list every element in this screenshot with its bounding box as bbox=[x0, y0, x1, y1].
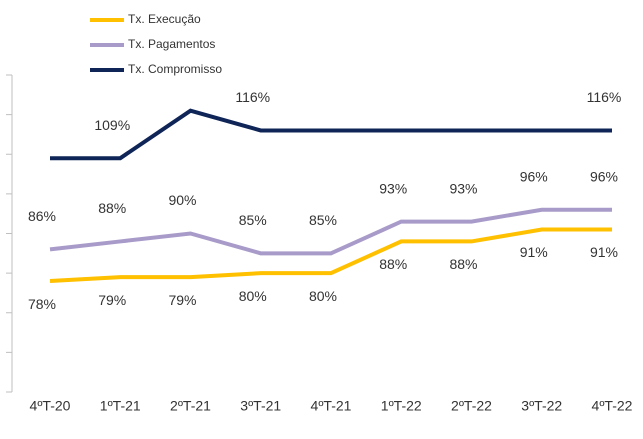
legend-label: Tx. Execução bbox=[128, 12, 201, 26]
data-label: 79% bbox=[168, 292, 196, 308]
data-label: 80% bbox=[309, 288, 337, 304]
data-label: 96% bbox=[590, 168, 618, 184]
x-tick-label: 2ºT-22 bbox=[451, 398, 492, 414]
data-label: 79% bbox=[98, 292, 126, 308]
data-label: 93% bbox=[379, 180, 407, 196]
x-tick-label: 4ºT-20 bbox=[30, 398, 71, 414]
data-label: 88% bbox=[449, 256, 477, 272]
series-line bbox=[49, 227, 612, 284]
x-tick-label: 4ºT-22 bbox=[592, 398, 633, 414]
x-tick-label: 2ºT-21 bbox=[170, 398, 211, 414]
x-tick-label: 3ºT-22 bbox=[521, 398, 562, 414]
data-label: 88% bbox=[98, 200, 126, 216]
data-label: 90% bbox=[168, 192, 196, 208]
data-label: 88% bbox=[379, 256, 407, 272]
legend-label: Tx. Compromisso bbox=[128, 62, 222, 76]
data-label: 91% bbox=[590, 244, 618, 260]
data-label: 85% bbox=[239, 212, 267, 228]
series-line bbox=[50, 108, 612, 161]
x-tick-label: 1ºT-21 bbox=[100, 398, 141, 414]
data-label: 96% bbox=[520, 168, 548, 184]
x-tick-label: 4ºT-21 bbox=[311, 398, 352, 414]
data-label: 93% bbox=[449, 180, 477, 196]
data-label: 116% bbox=[235, 89, 270, 105]
data-label: 109% bbox=[94, 117, 130, 133]
data-label: 86% bbox=[28, 208, 56, 224]
legend-label: Tx. Pagamentos bbox=[128, 37, 215, 51]
x-tick-label: 1ºT-22 bbox=[381, 398, 422, 414]
data-label: 78% bbox=[28, 296, 56, 312]
series-line bbox=[49, 207, 612, 256]
data-label: 80% bbox=[239, 288, 267, 304]
data-label: 85% bbox=[309, 212, 337, 228]
data-label: 91% bbox=[520, 244, 548, 260]
x-tick-label: 3ºT-21 bbox=[240, 398, 281, 414]
data-label: 116% bbox=[587, 89, 622, 105]
